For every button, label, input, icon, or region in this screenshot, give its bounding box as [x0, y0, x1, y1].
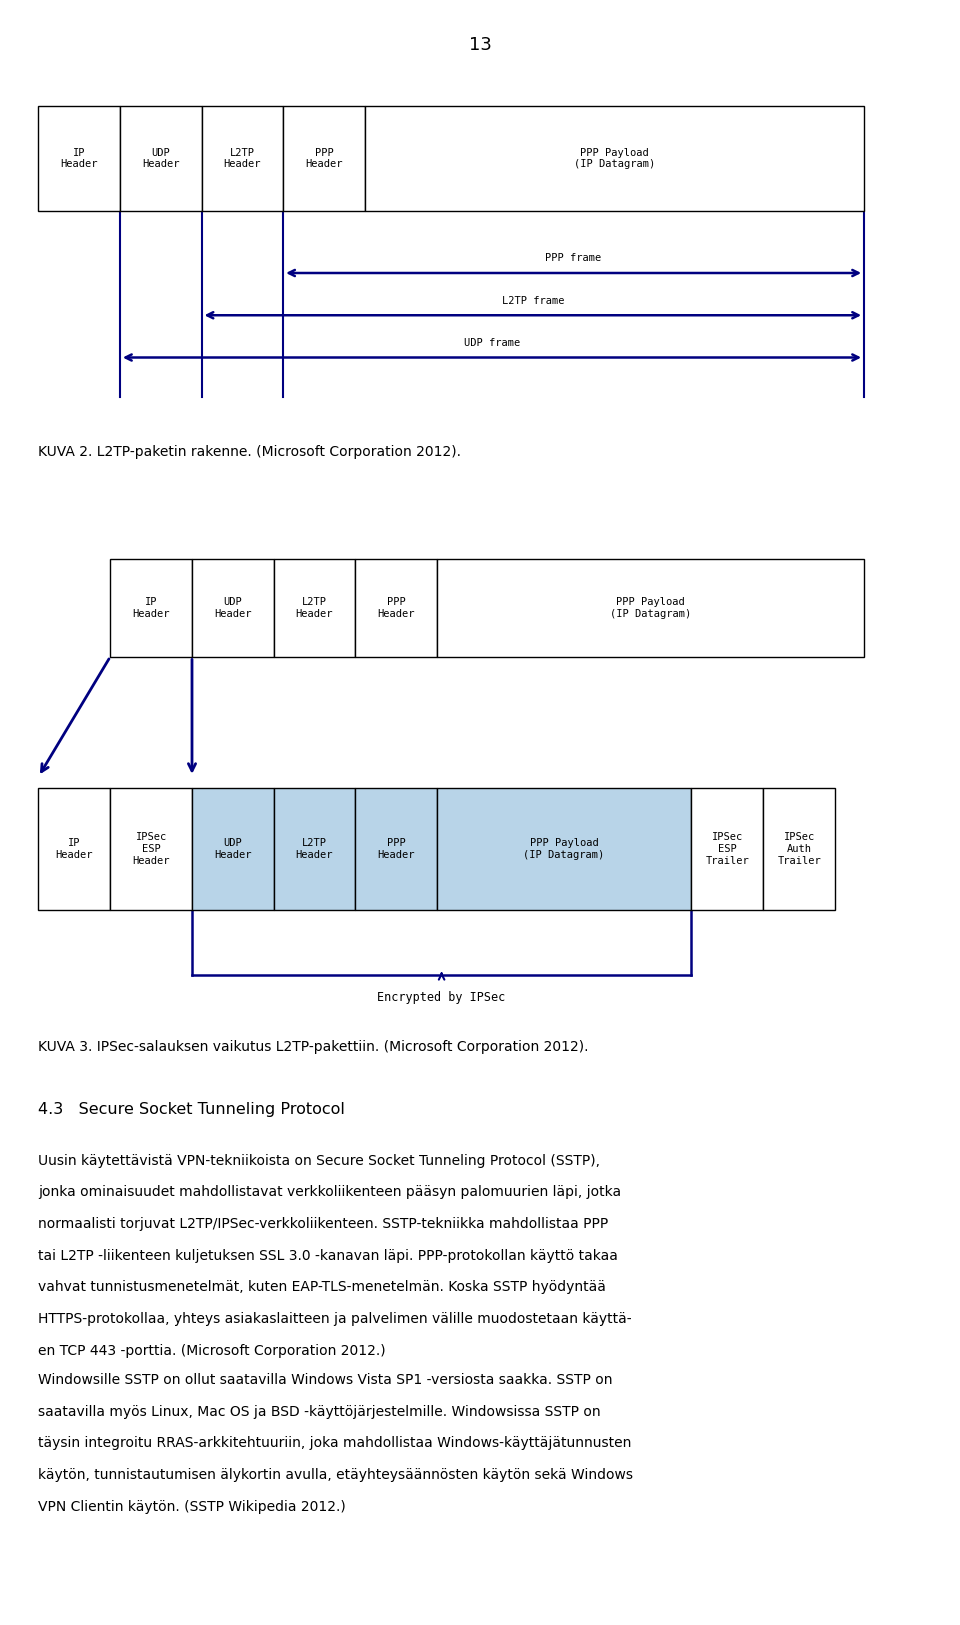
Text: PPP Payload
(IP Datagram): PPP Payload (IP Datagram): [610, 596, 691, 619]
Text: KUVA 2. L2TP-paketin rakenne. (Microsoft Corporation 2012).: KUVA 2. L2TP-paketin rakenne. (Microsoft…: [38, 445, 462, 460]
Text: PPP
Header: PPP Header: [377, 838, 415, 860]
Bar: [274, 559, 355, 657]
Text: IP
Header: IP Header: [56, 838, 93, 860]
Bar: [202, 106, 283, 211]
Text: IPSec
ESP
Trailer: IPSec ESP Trailer: [706, 832, 749, 866]
Bar: [110, 559, 192, 657]
Bar: [763, 788, 835, 910]
Text: L2TP
Header: L2TP Header: [224, 148, 261, 169]
Bar: [355, 559, 437, 657]
Text: PPP frame: PPP frame: [545, 254, 602, 263]
Text: IP
Header: IP Header: [132, 596, 170, 619]
Text: tai L2TP -liikenteen kuljetuksen SSL 3.0 -kanavan läpi. PPP-protokollan käyttö t: tai L2TP -liikenteen kuljetuksen SSL 3.0…: [38, 1248, 618, 1263]
Text: 4.3   Secure Socket Tunneling Protocol: 4.3 Secure Socket Tunneling Protocol: [38, 1102, 346, 1116]
Text: en TCP 443 -porttia. (Microsoft Corporation 2012.): en TCP 443 -porttia. (Microsoft Corporat…: [38, 1344, 386, 1358]
Text: Encrypted by IPSec: Encrypted by IPSec: [377, 991, 506, 1004]
Bar: [110, 788, 192, 910]
Text: käytön, tunnistautumisen älykortin avulla, etäyhteysäännösten käytön sekä Window: käytön, tunnistautumisen älykortin avull…: [38, 1469, 634, 1482]
Text: IPSec
Auth
Trailer: IPSec Auth Trailer: [778, 832, 821, 866]
Text: UDP frame: UDP frame: [464, 338, 520, 348]
Text: KUVA 3. IPSec-salauksen vaikutus L2TP-pakettiin. (Microsoft Corporation 2012).: KUVA 3. IPSec-salauksen vaikutus L2TP-pa…: [38, 1040, 588, 1055]
Bar: [192, 559, 274, 657]
Text: L2TP
Header: L2TP Header: [296, 596, 333, 619]
Bar: [355, 788, 437, 910]
Text: Windowsille SSTP on ollut saatavilla Windows Vista SP1 -versiosta saakka. SSTP o: Windowsille SSTP on ollut saatavilla Win…: [38, 1373, 612, 1388]
Bar: [38, 788, 110, 910]
Text: täysin integroitu RRAS-arkkitehtuuriin, joka mahdollistaa Windows-käyttäjätunnus: täysin integroitu RRAS-arkkitehtuuriin, …: [38, 1436, 632, 1451]
Text: UDP
Header: UDP Header: [214, 596, 252, 619]
Text: L2TP
Header: L2TP Header: [296, 838, 333, 860]
Bar: [38, 106, 120, 211]
Text: PPP Payload
(IP Datagram): PPP Payload (IP Datagram): [523, 838, 605, 860]
Bar: [274, 788, 355, 910]
Text: PPP
Header: PPP Header: [377, 596, 415, 619]
Text: saatavilla myös Linux, Mac OS ja BSD -käyttöjärjestelmille. Windowsissa SSTP on: saatavilla myös Linux, Mac OS ja BSD -kä…: [38, 1404, 601, 1419]
Text: IPSec
ESP
Header: IPSec ESP Header: [132, 832, 170, 866]
Bar: [437, 559, 864, 657]
Text: HTTPS-protokollaa, yhteys asiakaslaitteen ja palvelimen välille muodostetaan käy: HTTPS-protokollaa, yhteys asiakaslaittee…: [38, 1313, 632, 1326]
Bar: [120, 106, 202, 211]
Text: jonka ominaisuudet mahdollistavat verkkoliikenteen pääsyn palomuurien läpi, jotk: jonka ominaisuudet mahdollistavat verkko…: [38, 1186, 621, 1199]
Text: IP
Header: IP Header: [60, 148, 98, 169]
Text: L2TP frame: L2TP frame: [501, 296, 564, 306]
Bar: [437, 788, 691, 910]
Text: VPN Clientin käytön. (SSTP Wikipedia 2012.): VPN Clientin käytön. (SSTP Wikipedia 201…: [38, 1500, 347, 1514]
Text: UDP
Header: UDP Header: [214, 838, 252, 860]
Text: normaalisti torjuvat L2TP/IPSec-verkkoliikenteen. SSTP-tekniikka mahdollistaa PP: normaalisti torjuvat L2TP/IPSec-verkkoli…: [38, 1217, 609, 1232]
Bar: [283, 106, 365, 211]
Bar: [691, 788, 763, 910]
Bar: [365, 106, 864, 211]
Text: 13: 13: [468, 36, 492, 54]
Text: PPP Payload
(IP Datagram): PPP Payload (IP Datagram): [574, 148, 655, 169]
Text: PPP
Header: PPP Header: [305, 148, 343, 169]
Text: UDP
Header: UDP Header: [142, 148, 180, 169]
Bar: [192, 788, 274, 910]
Text: Uusin käytettävistä VPN-tekniikoista on Secure Socket Tunneling Protocol (SSTP),: Uusin käytettävistä VPN-tekniikoista on …: [38, 1154, 600, 1168]
Text: vahvat tunnistusmenetelmät, kuten EAP-TLS-menetelmän. Koska SSTP hyödyntää: vahvat tunnistusmenetelmät, kuten EAP-TL…: [38, 1280, 607, 1295]
